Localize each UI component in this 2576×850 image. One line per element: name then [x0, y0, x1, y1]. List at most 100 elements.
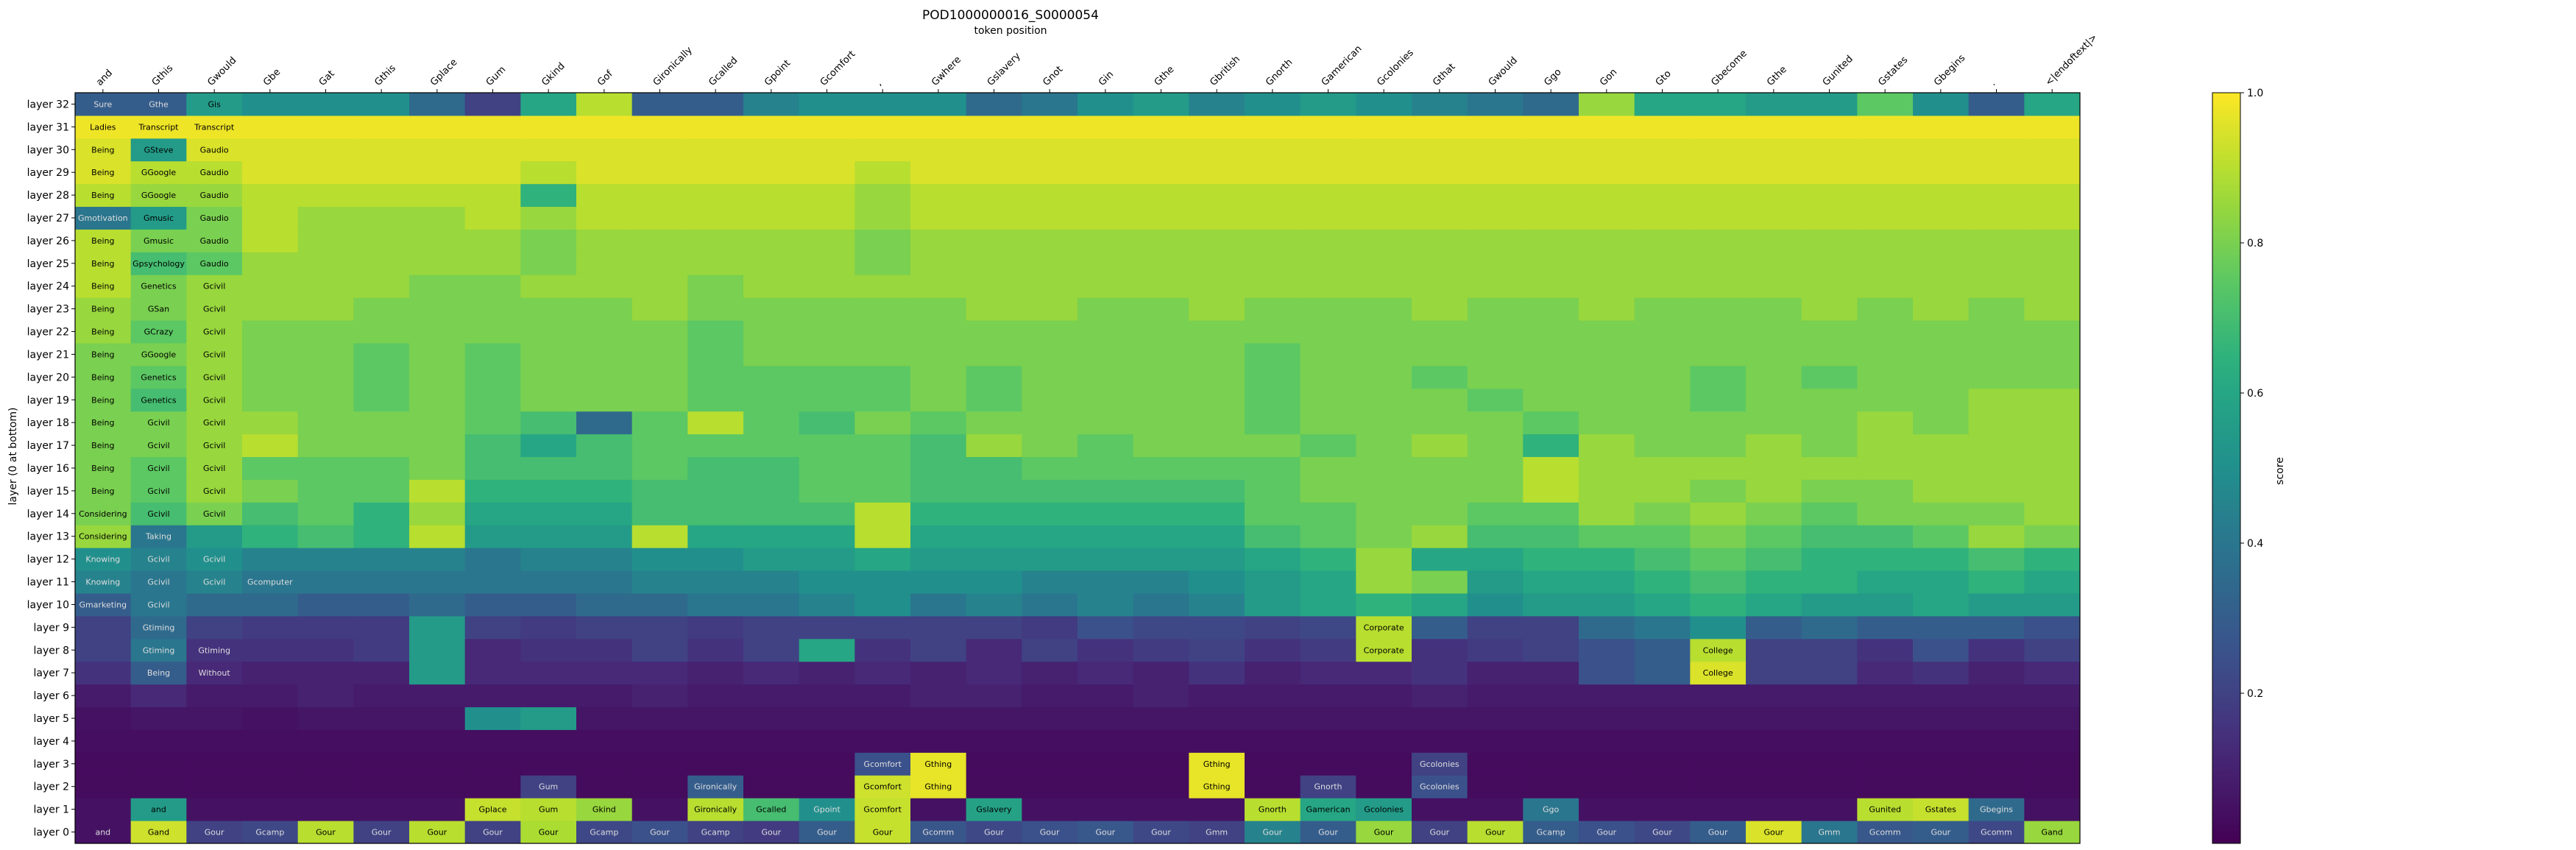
heatmap-cell — [520, 320, 577, 344]
heatmap-cell — [1022, 160, 1078, 185]
heatmap-cell — [1579, 548, 1635, 571]
cell-label: Gtiming — [143, 623, 175, 632]
heatmap-cell — [1857, 821, 1914, 844]
heatmap-cell — [409, 593, 466, 617]
heatmap-cell — [1022, 729, 1078, 753]
heatmap-cell — [799, 297, 855, 321]
x-tick-label: Gbritish — [1208, 54, 1242, 88]
heatmap-cell — [1189, 160, 1245, 185]
heatmap-cell — [1245, 160, 1301, 185]
heatmap-cell — [1690, 752, 1747, 776]
heatmap-cell — [910, 798, 967, 821]
cell-label: Genetics — [141, 282, 176, 291]
heatmap-cell — [297, 752, 354, 776]
cell-label: and — [95, 828, 110, 837]
heatmap-cell — [1022, 433, 1078, 458]
heatmap-cell — [1634, 479, 1691, 503]
heatmap-cell — [1078, 798, 1134, 821]
heatmap-cell — [2024, 615, 2081, 640]
cell-label: Gand — [2042, 828, 2063, 837]
y-tick-label: layer 19 — [27, 394, 69, 406]
cell-label: Gcomm — [1869, 828, 1901, 837]
heatmap-cell — [353, 684, 410, 708]
heatmap-cell — [1189, 320, 1245, 344]
heatmap-cell — [1300, 93, 1356, 116]
heatmap-cell — [1356, 138, 1412, 162]
heatmap-cell — [186, 229, 243, 252]
heatmap-cell — [687, 138, 744, 162]
cell-label: Gmotivation — [78, 213, 128, 223]
heatmap-cell — [464, 320, 521, 344]
heatmap-cell — [1412, 502, 1468, 525]
cell-label: Gour — [1763, 828, 1783, 837]
heatmap-cell — [1189, 684, 1245, 708]
cell-label: Gcivil — [203, 327, 225, 337]
heatmap-cell — [520, 638, 577, 662]
heatmap-cell — [1300, 593, 1356, 617]
heatmap-cell — [910, 138, 967, 162]
heatmap-cell — [1579, 115, 1635, 139]
heatmap-cell — [966, 661, 1022, 685]
x-tick-label: Gthe — [1765, 64, 1789, 88]
heatmap-cell — [1634, 456, 1691, 480]
heatmap-cell — [186, 297, 243, 321]
cell-label: Being — [147, 668, 170, 678]
heatmap-cell — [799, 252, 855, 275]
heatmap-cell — [297, 320, 354, 344]
heatmap-cell — [1746, 570, 1802, 594]
heatmap-cell — [2024, 570, 2081, 594]
x-tick-label: Gplace — [428, 57, 459, 88]
heatmap-cell — [1078, 821, 1134, 844]
heatmap-cell — [687, 297, 744, 321]
heatmap-cell — [1801, 593, 1858, 617]
heatmap-cell — [2024, 433, 2081, 458]
heatmap-cell — [1300, 548, 1356, 571]
heatmap-cell — [242, 411, 299, 435]
heatmap-cell — [1467, 729, 1524, 753]
heatmap-cell — [1467, 93, 1524, 116]
heatmap-cell — [1579, 365, 1635, 389]
heatmap-cell — [2024, 206, 2081, 230]
heatmap-cell — [1968, 684, 2025, 708]
heatmap-cell — [1467, 206, 1524, 230]
heatmap-cell — [1022, 365, 1078, 389]
heatmap-cell — [186, 615, 243, 640]
heatmap-cell — [1412, 229, 1468, 252]
heatmap-cell — [1356, 411, 1412, 435]
heatmap-cell — [1412, 343, 1468, 366]
heatmap-cell — [1133, 183, 1189, 208]
heatmap-cell — [242, 320, 299, 344]
heatmap-cell — [1746, 252, 1802, 275]
heatmap-cell — [186, 433, 243, 458]
heatmap-cell — [1356, 343, 1412, 366]
x-tick-label: . — [1988, 78, 1998, 88]
heatmap-cell — [130, 275, 187, 298]
cell-label: Gour — [873, 828, 893, 837]
heatmap-cell — [631, 115, 688, 139]
heatmap-cell — [1746, 93, 1802, 116]
heatmap-cell — [1968, 229, 2025, 252]
heatmap-cell — [1523, 160, 1579, 185]
heatmap-cell — [1022, 548, 1078, 571]
heatmap-cell — [743, 706, 800, 730]
heatmap-cell — [464, 570, 521, 594]
cell-label: Gour — [1151, 828, 1171, 837]
heatmap-cell — [1579, 593, 1635, 617]
heatmap-cell — [1523, 138, 1579, 162]
heatmap-cell — [1857, 706, 1914, 730]
heatmap-cell — [966, 388, 1022, 412]
heatmap-cell — [854, 729, 911, 753]
heatmap-cell — [1412, 93, 1468, 116]
heatmap-cell — [464, 638, 521, 662]
heatmap-cell — [409, 365, 466, 389]
heatmap-cell — [854, 821, 911, 844]
heatmap-cell — [910, 320, 967, 344]
heatmap-cell — [631, 388, 688, 412]
heatmap-cell — [854, 502, 911, 525]
heatmap-cell — [1245, 275, 1301, 298]
heatmap-cell — [576, 479, 633, 503]
heatmap-cell — [353, 661, 410, 685]
heatmap-cell — [910, 752, 967, 776]
heatmap-cell — [2024, 548, 2081, 571]
heatmap-cell — [1634, 548, 1691, 571]
